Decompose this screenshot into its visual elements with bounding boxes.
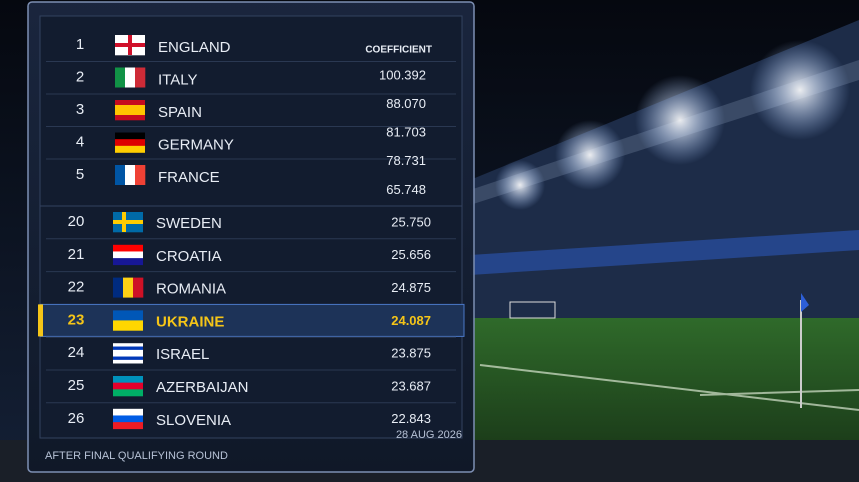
flag-stripe bbox=[125, 165, 136, 185]
rank: 1 bbox=[76, 36, 84, 53]
light bbox=[555, 120, 625, 190]
footer-date: 28 AUG 2026 bbox=[396, 429, 462, 441]
flag-stripe bbox=[115, 132, 145, 140]
rank: 26 bbox=[68, 410, 85, 427]
rank: 20 bbox=[68, 213, 85, 230]
country-name: FRANCE bbox=[158, 169, 220, 186]
flag-cross bbox=[115, 43, 145, 47]
coefficient: 23.875 bbox=[391, 346, 431, 361]
coefficient: 88.070 bbox=[386, 96, 426, 111]
rank: 3 bbox=[76, 101, 84, 118]
flag-stripe bbox=[113, 251, 143, 259]
flag-stripe bbox=[115, 110, 145, 116]
country-name: GERMANY bbox=[158, 136, 234, 153]
flag-stripe bbox=[113, 258, 143, 266]
light bbox=[750, 40, 850, 140]
pitch bbox=[470, 318, 859, 443]
flag-stripe bbox=[135, 165, 146, 185]
coefficient: 23.687 bbox=[391, 378, 431, 393]
flag-stripe bbox=[113, 320, 143, 331]
flag-stripe bbox=[115, 105, 145, 111]
country-name: ISRAEL bbox=[156, 346, 209, 363]
light bbox=[635, 75, 725, 165]
flag-stripe bbox=[115, 115, 145, 121]
rank: 2 bbox=[76, 68, 84, 85]
flag-stripe bbox=[113, 353, 143, 357]
flag-cross bbox=[113, 220, 143, 224]
corner-flag-cloth bbox=[801, 293, 809, 312]
footer-note: AFTER FINAL QUALIFYING ROUND bbox=[45, 450, 228, 462]
goal bbox=[509, 301, 556, 319]
rank: 24 bbox=[68, 344, 85, 361]
flag-stripe bbox=[115, 67, 126, 88]
coefficient: 81.703 bbox=[386, 125, 426, 140]
flag-stripe bbox=[113, 359, 143, 364]
rank: 21 bbox=[68, 246, 85, 263]
country-name: CROATIA bbox=[156, 248, 222, 265]
coefficient: 78.731 bbox=[386, 153, 426, 168]
rank: 23 bbox=[68, 311, 85, 328]
highlight-row bbox=[39, 303, 465, 337]
flag-stripe bbox=[113, 376, 143, 383]
flag-stripe bbox=[113, 244, 143, 252]
flag-stripe bbox=[113, 343, 143, 347]
rank: 4 bbox=[76, 133, 84, 150]
flag-stripe bbox=[125, 67, 136, 88]
highlight-bar bbox=[38, 304, 43, 337]
flag-stripe bbox=[113, 356, 143, 361]
top-group-box bbox=[39, 15, 463, 207]
coefficient: 100.392 bbox=[379, 67, 426, 82]
rank: 22 bbox=[68, 279, 85, 296]
coefficient: 24.087 bbox=[391, 313, 431, 328]
flag-stripe bbox=[113, 422, 143, 430]
flag-stripe bbox=[115, 100, 145, 106]
country-name: ENGLAND bbox=[158, 39, 231, 56]
flag-stripe bbox=[113, 389, 143, 397]
flag-stripe bbox=[115, 165, 126, 185]
light bbox=[495, 160, 545, 210]
coefficient: 24.875 bbox=[391, 280, 431, 295]
flag-stripe bbox=[113, 349, 143, 354]
flag-stripe bbox=[113, 346, 143, 351]
flag-stripe bbox=[123, 277, 134, 298]
flag-stripe bbox=[135, 67, 146, 88]
flag-stripe bbox=[113, 310, 143, 321]
pitch-lines bbox=[479, 364, 859, 411]
rank: 25 bbox=[68, 377, 85, 394]
country-name: UKRAINE bbox=[156, 313, 224, 330]
rank: 5 bbox=[76, 166, 84, 183]
coefficient: 22.843 bbox=[391, 411, 431, 426]
flag-stripe bbox=[115, 139, 145, 147]
coefficient: 25.750 bbox=[391, 214, 431, 229]
coefficient: 25.656 bbox=[391, 247, 431, 262]
flag-stripe bbox=[113, 277, 124, 298]
country-name: ITALY bbox=[158, 71, 197, 88]
country-name: ROMANIA bbox=[156, 281, 226, 298]
flag-stripe bbox=[113, 415, 143, 423]
stands-band bbox=[470, 230, 859, 275]
country-name: SLOVENIA bbox=[156, 412, 231, 429]
flag-stripe bbox=[133, 277, 144, 298]
flag-stripe bbox=[113, 382, 143, 390]
coefficient: 65.748 bbox=[386, 182, 426, 197]
country-name: SPAIN bbox=[158, 104, 202, 121]
flag-stripe bbox=[115, 145, 145, 153]
country-name: AZERBAIJAN bbox=[156, 379, 249, 396]
country-name: SWEDEN bbox=[156, 215, 222, 232]
column-header: COEFFICIENT bbox=[365, 45, 432, 56]
flag-stripe bbox=[113, 408, 143, 416]
